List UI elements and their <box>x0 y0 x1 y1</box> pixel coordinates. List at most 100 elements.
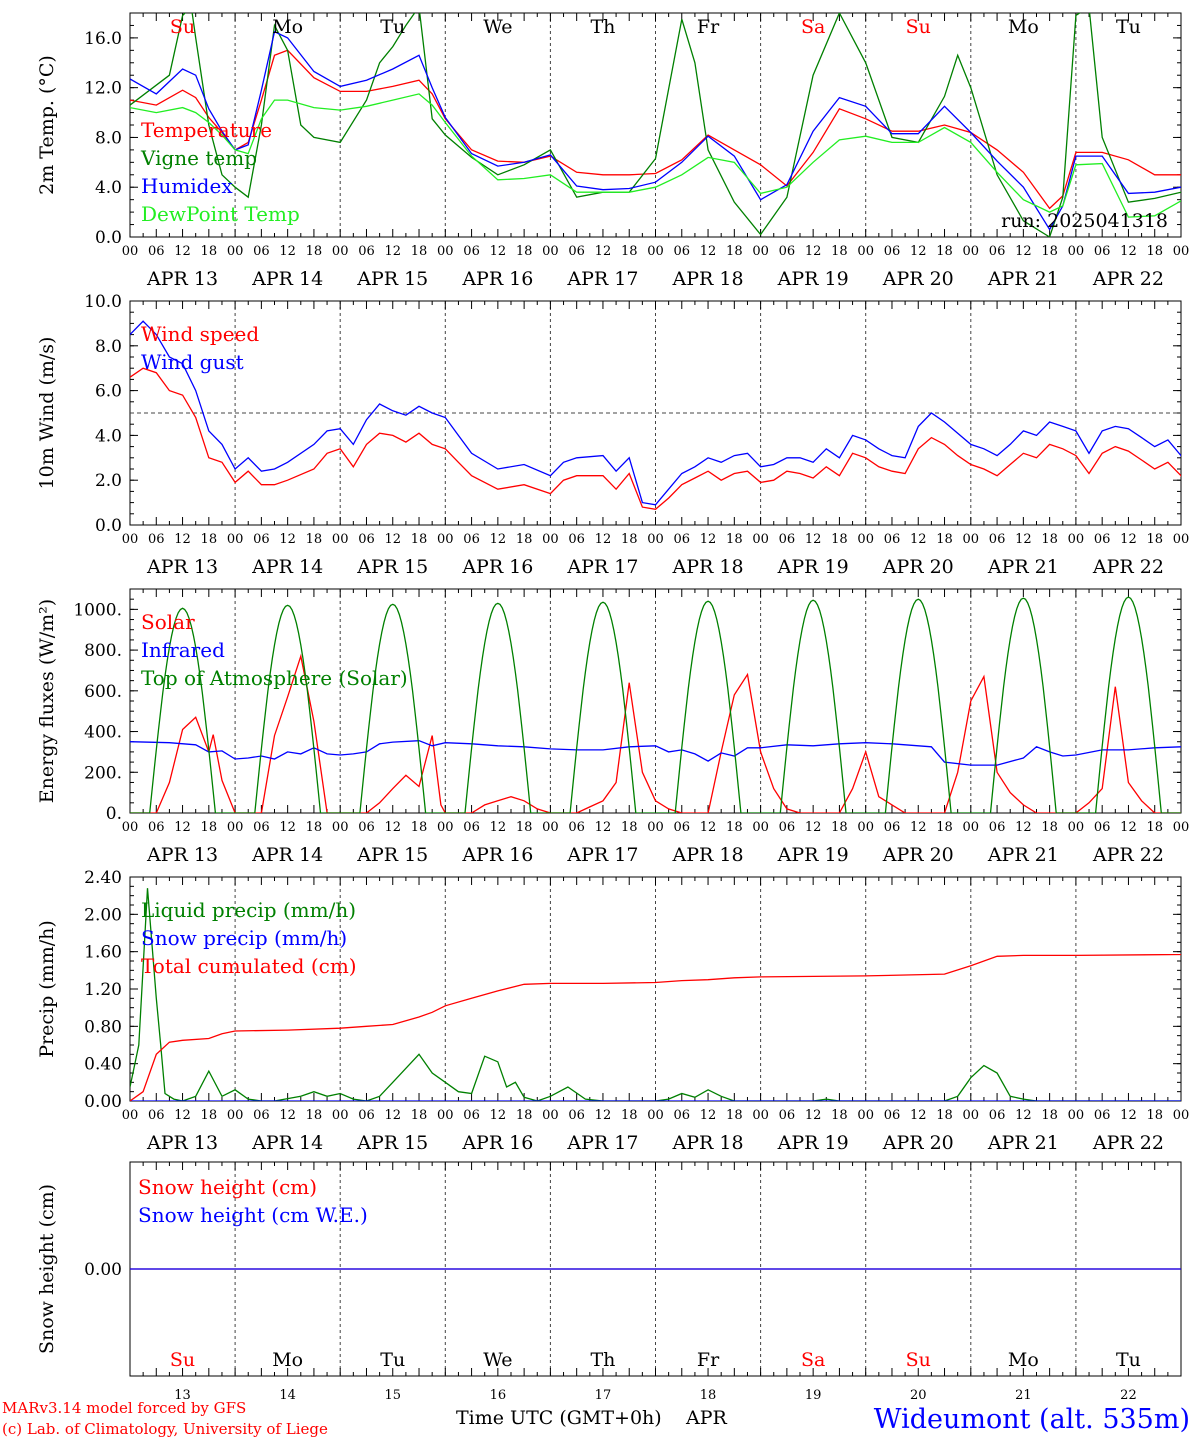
hour-label: 12 <box>910 532 927 547</box>
day-name: We <box>483 1349 512 1371</box>
hour-label: 12 <box>1120 1108 1137 1123</box>
hour-label: 00 <box>857 1108 874 1123</box>
date-label: APR 22 <box>1092 268 1164 290</box>
y-tick-label: 2.0 <box>95 471 122 491</box>
legend-entry: Snow height (cm W.E.) <box>138 1203 368 1227</box>
hour-label: 00 <box>752 532 769 547</box>
hour-label: 06 <box>779 532 796 547</box>
day-name: Sa <box>801 1349 825 1371</box>
hour-label: 18 <box>516 532 533 547</box>
hour-label: 18 <box>306 532 323 547</box>
hour-label: 18 <box>1041 820 1058 835</box>
day-name: We <box>483 16 512 38</box>
hour-label: 18 <box>201 820 218 835</box>
hour-label: 06 <box>148 820 165 835</box>
day-name: Tu <box>380 1349 405 1371</box>
date-label: APR 17 <box>566 1132 638 1154</box>
panel-4 <box>129 1161 1182 1377</box>
date-label: APR 15 <box>356 556 428 578</box>
day-number: 22 <box>1120 1388 1137 1403</box>
hour-label: 18 <box>1146 244 1163 259</box>
hour-label: 12 <box>384 820 401 835</box>
day-number: 21 <box>1015 1388 1032 1403</box>
hour-label: 18 <box>306 1108 323 1123</box>
hour-label: 12 <box>805 820 822 835</box>
hour-label: 12 <box>1120 820 1137 835</box>
hour-label: 00 <box>437 532 454 547</box>
run-annotation: run: 2025041318 <box>1001 210 1168 232</box>
hour-label: 12 <box>279 532 296 547</box>
hour-label: 18 <box>936 820 953 835</box>
panel-1 <box>129 300 1182 526</box>
y-tick-label: 800. <box>84 641 122 661</box>
hour-label: 00 <box>542 1108 559 1123</box>
date-label: APR 18 <box>672 556 744 578</box>
y-axis-label: Energy fluxes (W/m²) <box>36 599 58 803</box>
hour-label: 00 <box>1068 820 1085 835</box>
date-label: APR 13 <box>146 1132 218 1154</box>
date-label: APR 15 <box>356 844 428 866</box>
y-tick-label: 2.00 <box>84 905 122 925</box>
day-name: Tu <box>380 16 405 38</box>
hour-label: 12 <box>1015 820 1032 835</box>
y-tick-label: 0. <box>106 804 122 824</box>
x-axis-label: Time UTC (GMT+0h) <box>456 1407 662 1429</box>
hour-label: 18 <box>831 244 848 259</box>
series-line-solar <box>130 653 1181 813</box>
date-label: APR 21 <box>987 556 1059 578</box>
legend-entry: Infrared <box>141 638 225 662</box>
y-tick-label: 2.40 <box>84 868 122 888</box>
day-number: 16 <box>490 1388 507 1403</box>
day-name: Mo <box>272 1349 303 1371</box>
date-label: APR 14 <box>251 1132 323 1154</box>
legend-entry: Top of Atmosphere (Solar) <box>141 666 408 690</box>
legend-entry: Temperature <box>141 118 272 142</box>
hour-label: 12 <box>1120 532 1137 547</box>
day-number: 17 <box>595 1388 612 1403</box>
hour-label: 18 <box>726 820 743 835</box>
y-tick-label: 1000. <box>73 600 122 620</box>
hour-label: 12 <box>595 1108 612 1123</box>
hour-label: 00 <box>332 1108 349 1123</box>
hour-label: 00 <box>1068 532 1085 547</box>
hour-label: 06 <box>1094 532 1111 547</box>
date-label: APR 20 <box>882 556 954 578</box>
hour-label: 18 <box>621 820 638 835</box>
hour-label: 18 <box>726 1108 743 1123</box>
hour-label: 00 <box>752 820 769 835</box>
hour-label: 00 <box>647 244 664 259</box>
hour-label: 18 <box>1041 532 1058 547</box>
hour-label: 00 <box>857 244 874 259</box>
day-number: 19 <box>805 1388 822 1403</box>
date-label: APR 15 <box>356 268 428 290</box>
lab-credit: (c) Lab. of Climatology, University of L… <box>2 1420 328 1438</box>
hour-label: 12 <box>595 532 612 547</box>
hour-label: 00 <box>227 244 244 259</box>
date-label: APR 18 <box>672 268 744 290</box>
hour-label: 06 <box>358 820 375 835</box>
hour-label: 00 <box>963 820 980 835</box>
hour-label: 06 <box>989 532 1006 547</box>
hour-label: 06 <box>253 244 270 259</box>
y-tick-label: 200. <box>84 763 122 783</box>
series-line-wind-speed <box>130 367 1181 510</box>
hour-label: 00 <box>227 532 244 547</box>
hour-label: 06 <box>674 1108 691 1123</box>
date-label: APR 18 <box>672 1132 744 1154</box>
y-tick-label: 1.20 <box>84 980 122 1000</box>
day-name: Su <box>906 16 931 38</box>
hour-label: 06 <box>568 244 585 259</box>
hour-label: 12 <box>805 244 822 259</box>
legend-entry: Snow precip (mm/h) <box>141 926 347 950</box>
date-label: APR 13 <box>146 844 218 866</box>
date-label: APR 16 <box>461 268 533 290</box>
hour-label: 00 <box>227 1108 244 1123</box>
day-name: Tu <box>1116 16 1141 38</box>
hour-label: 18 <box>411 820 428 835</box>
hour-label: 06 <box>463 532 480 547</box>
date-label: APR 16 <box>461 1132 533 1154</box>
hour-label: 06 <box>989 244 1006 259</box>
hour-label: 18 <box>411 1108 428 1123</box>
date-label: APR 17 <box>566 268 638 290</box>
